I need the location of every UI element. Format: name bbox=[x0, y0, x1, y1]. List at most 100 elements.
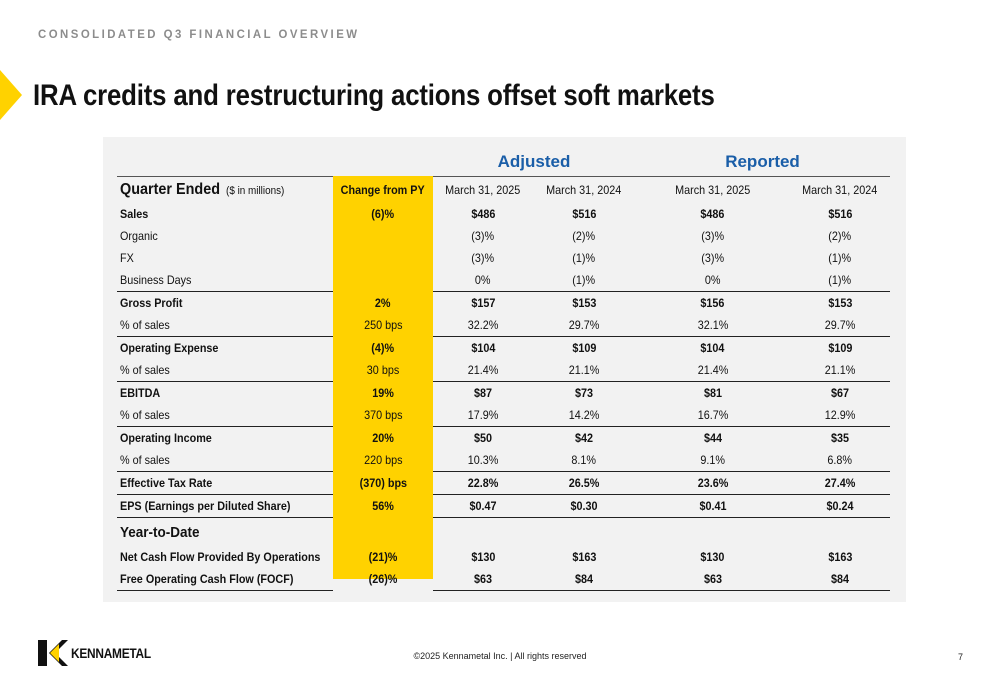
cell-adj-2025: $157 bbox=[433, 291, 533, 314]
cell-rep-2024: $163 bbox=[827, 550, 853, 564]
row-label: Net Cash Flow Provided By Operations bbox=[120, 550, 321, 564]
cell-adj-2024: $163 bbox=[571, 550, 597, 564]
cell-rep-2024: 6.8% bbox=[827, 453, 853, 467]
row-label: % of sales bbox=[120, 363, 170, 377]
cell-change: (4)% bbox=[371, 340, 395, 355]
cell-rep-2024: $67 bbox=[790, 381, 891, 404]
kennametal-logo: KENNAMETAL bbox=[38, 640, 165, 666]
cell-rep-2025: $63 bbox=[635, 568, 791, 591]
row-label: % of sales bbox=[120, 318, 170, 332]
cell-rep-2025: 16.7% bbox=[697, 408, 728, 422]
cell-rep-2024: 29.7% bbox=[824, 318, 856, 332]
cell-rep-2024: 27.4% bbox=[790, 471, 891, 495]
row-label: % of sales bbox=[120, 408, 170, 422]
cell-adj-2024: (1)% bbox=[572, 273, 596, 287]
cell-rep-2024: 21.1% bbox=[824, 363, 856, 377]
table-row: Net Cash Flow Provided By Operations (21)… bbox=[117, 546, 890, 568]
table-row: EPS (Earnings per Diluted Share) 56% $0.47… bbox=[117, 494, 891, 518]
cell-adj-2024: $109 bbox=[533, 336, 636, 359]
cell-adj-2024: $84 bbox=[533, 568, 636, 591]
cell-rep-2024: $84 bbox=[790, 568, 891, 591]
cell-rep-2025: $104 bbox=[635, 336, 791, 359]
cell-rep-2024: $35 bbox=[790, 426, 891, 449]
cell-rep-2025: $486 bbox=[700, 207, 725, 221]
cell-change: 19% bbox=[372, 385, 394, 400]
table-row: Effective Tax Rate (370) bps 22.8% 26.5% 23.… bbox=[117, 471, 891, 495]
yellow-chevron-arrow-icon bbox=[0, 70, 22, 120]
adjusted-2024-header: March 31, 2024 bbox=[533, 176, 636, 203]
cell-change: (370) bps bbox=[359, 476, 407, 490]
cell-adj-2025: $87 bbox=[433, 381, 533, 404]
cell-rep-2025: (3)% bbox=[701, 229, 724, 243]
cell-rep-2024: (2)% bbox=[828, 229, 852, 243]
financial-table: Adjusted Reported Quarter Ended ($ in mi… bbox=[117, 148, 891, 591]
table-row: % of sales 370 bps 17.9% 14.2% 16.7% 12.9% bbox=[117, 404, 890, 427]
cell-rep-2025: 23.6% bbox=[635, 471, 791, 495]
cell-adj-2025: $50 bbox=[433, 426, 533, 449]
cell-change: 370 bps bbox=[363, 408, 403, 423]
cell-change: (21)% bbox=[368, 550, 398, 564]
row-label: Gross Profit bbox=[117, 291, 333, 314]
change-column-highlight bbox=[333, 176, 433, 579]
cell-adj-2024: (2)% bbox=[572, 229, 596, 243]
cell-rep-2025: $81 bbox=[635, 381, 791, 404]
cell-change bbox=[333, 269, 433, 292]
row-label: Operating Income bbox=[117, 426, 333, 449]
cell-adj-2025: $486 bbox=[470, 207, 496, 221]
reported-2024-header: March 31, 2024 bbox=[790, 176, 891, 203]
cell-rep-2024: $109 bbox=[790, 336, 891, 359]
kennametal-k-logo-icon bbox=[38, 640, 68, 666]
cell-rep-2024: 12.9% bbox=[824, 408, 856, 422]
cell-adj-2024: $516 bbox=[571, 207, 597, 221]
cell-adj-2024: $0.30 bbox=[533, 494, 636, 518]
cell-change: 30 bps bbox=[366, 363, 400, 378]
cell-rep-2024: (1)% bbox=[828, 273, 852, 287]
cell-rep-2025: 32.1% bbox=[697, 318, 728, 332]
cell-change: 20% bbox=[372, 430, 394, 445]
cell-rep-2024: $0.24 bbox=[790, 494, 891, 518]
cell-change: 56% bbox=[372, 499, 394, 513]
table-row: Free Operating Cash Flow (FOCF) (26)% $63 $… bbox=[117, 568, 891, 591]
cell-adj-2024: (1)% bbox=[572, 251, 596, 265]
cell-adj-2025: 21.4% bbox=[467, 363, 499, 377]
cell-adj-2025: $63 bbox=[433, 568, 533, 591]
cell-adj-2025: $104 bbox=[433, 336, 533, 359]
row-label: Free Operating Cash Flow (FOCF) bbox=[117, 568, 333, 591]
cell-adj-2024: $42 bbox=[533, 426, 636, 449]
cell-adj-2025: $130 bbox=[470, 550, 496, 564]
cell-rep-2025: $0.41 bbox=[635, 494, 791, 518]
cell-adj-2024: $73 bbox=[533, 381, 636, 404]
cell-rep-2025: 21.4% bbox=[697, 363, 728, 377]
reported-2025-header: March 31, 2025 bbox=[635, 176, 791, 203]
slide-subtitle: CONSOLIDATED Q3 FINANCIAL OVERVIEW bbox=[38, 27, 360, 41]
table-row: Gross Profit 2% $157 $153 $156 $153 bbox=[117, 291, 891, 314]
logo-wordmark: KENNAMETAL bbox=[71, 645, 151, 661]
table-row: FX (3)% (1)% (3)% (1)% bbox=[117, 247, 890, 269]
cell-change: 220 bps bbox=[363, 453, 403, 468]
quarter-ended-header: Quarter Ended ($ in millions) bbox=[117, 176, 333, 203]
row-label: EPS (Earnings per Diluted Share) bbox=[117, 494, 333, 518]
row-label: Sales bbox=[120, 207, 149, 221]
row-label: Effective Tax Rate bbox=[117, 471, 333, 495]
cell-rep-2025: 0% bbox=[704, 273, 721, 287]
cell-rep-2025: $156 bbox=[635, 291, 791, 314]
cell-rep-2024: $516 bbox=[827, 207, 853, 221]
row-label: Operating Expense bbox=[117, 336, 333, 359]
cell-rep-2025: $44 bbox=[635, 426, 791, 449]
cell-rep-2025: (3)% bbox=[701, 251, 724, 265]
cell-change bbox=[333, 247, 433, 269]
cell-adj-2024: 21.1% bbox=[568, 363, 600, 377]
cell-rep-2025: $130 bbox=[700, 550, 725, 564]
page-number: 7 bbox=[957, 652, 963, 662]
units-note: ($ in millions) bbox=[226, 185, 285, 197]
table-row: Organic (3)% (2)% (3)% (2)% bbox=[117, 225, 890, 247]
cell-rep-2024: (1)% bbox=[828, 251, 852, 265]
group-label-reported: Reported bbox=[725, 152, 800, 171]
row-label: EBITDA bbox=[117, 381, 333, 404]
cell-adj-2024: 29.7% bbox=[568, 318, 600, 332]
table-row: % of sales 30 bps 21.4% 21.1% 21.4% 21.1% bbox=[117, 359, 890, 382]
cell-rep-2025: 9.1% bbox=[700, 453, 725, 467]
copyright-footer: ©2025 Kennametal Inc. | All rights reser… bbox=[413, 651, 587, 661]
row-label: Organic bbox=[120, 229, 158, 243]
cell-adj-2025: 0% bbox=[475, 273, 491, 287]
